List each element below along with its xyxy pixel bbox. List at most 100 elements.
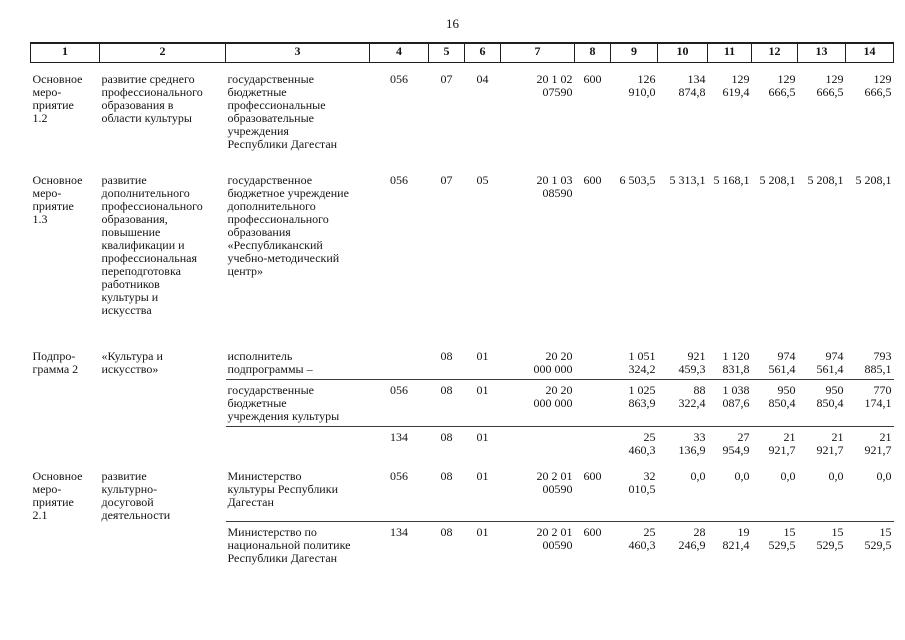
table-cell: 126 910,0: [628, 72, 656, 99]
table-cell: 07: [440, 72, 453, 86]
table-cell: 0,0: [780, 469, 796, 483]
table-cell: 21 921,7: [845, 426, 894, 460]
column-header: 4: [369, 42, 429, 63]
row-label: Основное меро- приятие 1.2: [32, 72, 83, 125]
table-cell: Министерство по национальной политике Ре…: [225, 521, 370, 568]
table-cell: Министерство культуры Республики Дагеста…: [227, 469, 338, 509]
table-cell: [225, 426, 370, 460]
row-label: Основное меро- приятие 1.3: [32, 173, 83, 226]
table-cell: 20 20 000 000: [533, 349, 573, 376]
table-cell: 08: [428, 426, 465, 460]
table-cell: 25 460,3: [610, 426, 658, 460]
table-cell: развитие среднего профессионального обра…: [101, 72, 203, 125]
table-header-row: 1 2 3 4 5 6 7 8 9 10 11 12 13 14: [30, 42, 894, 63]
spacer-row: [31, 320, 894, 348]
table-cell: 28 246,9: [657, 521, 708, 568]
table-row: Подпро- грамма 2 «Культура и искусство» …: [31, 348, 894, 380]
table-cell: 01: [476, 349, 489, 363]
column-header: 9: [610, 42, 658, 63]
table-cell: 21 921,7: [797, 426, 846, 460]
table-cell: 129 666,5: [864, 72, 892, 99]
table-cell: 5 313,1: [669, 173, 706, 187]
table-cell: 07: [440, 173, 453, 187]
table-cell: [574, 426, 611, 460]
table-cell: 129 666,5: [816, 72, 844, 99]
table-cell: 134: [369, 426, 429, 460]
table-row: Основное меро- приятие 1.2 развитие сред…: [31, 71, 894, 154]
table-cell: 0,0: [734, 469, 750, 483]
row-label: Подпро- грамма 2: [32, 349, 79, 376]
table-cell: 600: [583, 469, 602, 483]
table-cell: исполнитель подпрограммы –: [227, 349, 313, 376]
row-label: Основное меро- приятие 2.1: [32, 469, 83, 522]
table-cell: 770 174,1: [845, 379, 894, 427]
table-cell: государственные бюджетные профессиональн…: [227, 72, 338, 151]
table-cell: 1 025 863,9: [610, 379, 658, 427]
table-cell: [575, 348, 611, 380]
spacer-row: [31, 154, 894, 172]
column-header: 10: [657, 42, 708, 63]
column-header: 5: [428, 42, 465, 63]
column-header: 8: [574, 42, 611, 63]
budget-table: 1 2 3 4 5 6 7 8 9 10 11 12 13 14 Основно…: [30, 42, 894, 568]
table-cell: «Культура и искусство»: [101, 349, 163, 376]
table-cell: 32 010,5: [628, 469, 656, 496]
table-cell: 600: [574, 521, 611, 568]
table-cell: 056: [369, 379, 429, 427]
table-cell: 6 503,5: [619, 173, 656, 187]
table-cell: 25 460,3: [610, 521, 658, 568]
table-cell: 129 666,5: [768, 72, 796, 99]
table-cell: 950 850,4: [797, 379, 846, 427]
table-cell: 974 561,4: [768, 349, 796, 376]
table-cell: государственные бюджетные учреждения кул…: [225, 379, 370, 427]
table-cell: 600: [583, 173, 602, 187]
table-cell: 921 459,3: [678, 349, 706, 376]
table-cell: 5 208,1: [855, 173, 892, 187]
table-cell: 1 051 324,2: [628, 349, 656, 376]
table-cell: 08: [428, 379, 465, 427]
table-cell: 056: [390, 173, 408, 187]
spacer-row: [31, 63, 894, 72]
table-cell: 01: [464, 426, 501, 460]
table-cell: 20 1 02 07590: [536, 72, 573, 99]
table-cell: 27 954,9: [707, 426, 752, 460]
table-cell: 974 561,4: [816, 349, 844, 376]
column-header: 2: [99, 42, 226, 63]
table-cell: [574, 379, 611, 427]
table-cell: 20 20 000 000: [500, 379, 575, 427]
column-header: 6: [464, 42, 501, 63]
table-row: государственные бюджетные учреждения кул…: [31, 379, 894, 427]
table-cell: 19 821,4: [707, 521, 752, 568]
table-row: Министерство по национальной политике Ре…: [31, 521, 894, 568]
table-cell: 15 529,5: [751, 521, 798, 568]
column-header: 13: [797, 42, 846, 63]
column-header: 11: [707, 42, 752, 63]
table-cell: 08: [428, 521, 465, 568]
table-cell: 0,0: [828, 469, 844, 483]
table-cell: 0,0: [690, 469, 706, 483]
column-header: 7: [500, 42, 575, 63]
table-cell: 20 2 01 00590: [500, 521, 575, 568]
table-cell: 134: [369, 521, 429, 568]
table-cell: 15 529,5: [797, 521, 846, 568]
column-header: 3: [225, 42, 370, 63]
table-row: Основное меро- приятие 2.1 развитие куль…: [31, 468, 894, 522]
table-cell: 129 619,4: [722, 72, 750, 99]
table-cell: 08: [440, 349, 453, 363]
table-cell: 20 1 03 08590: [536, 173, 573, 200]
table-cell: 0,0: [876, 469, 892, 483]
column-header: 1: [30, 42, 100, 63]
table-cell: 5 208,1: [759, 173, 796, 187]
table-cell: 056: [390, 72, 408, 86]
table-cell: 21 921,7: [751, 426, 798, 460]
table-cell: развитие культурно- досуговой деятельнос…: [101, 469, 171, 522]
table-cell: 05: [476, 173, 489, 187]
table-cell: 056: [390, 469, 408, 483]
table-cell: 01: [476, 469, 489, 483]
table-cell: 15 529,5: [845, 521, 894, 568]
table-cell: [500, 426, 575, 460]
page-number: 16: [446, 16, 459, 31]
table-cell: 5 168,1: [713, 173, 750, 187]
table-cell: 134 874,8: [678, 72, 706, 99]
